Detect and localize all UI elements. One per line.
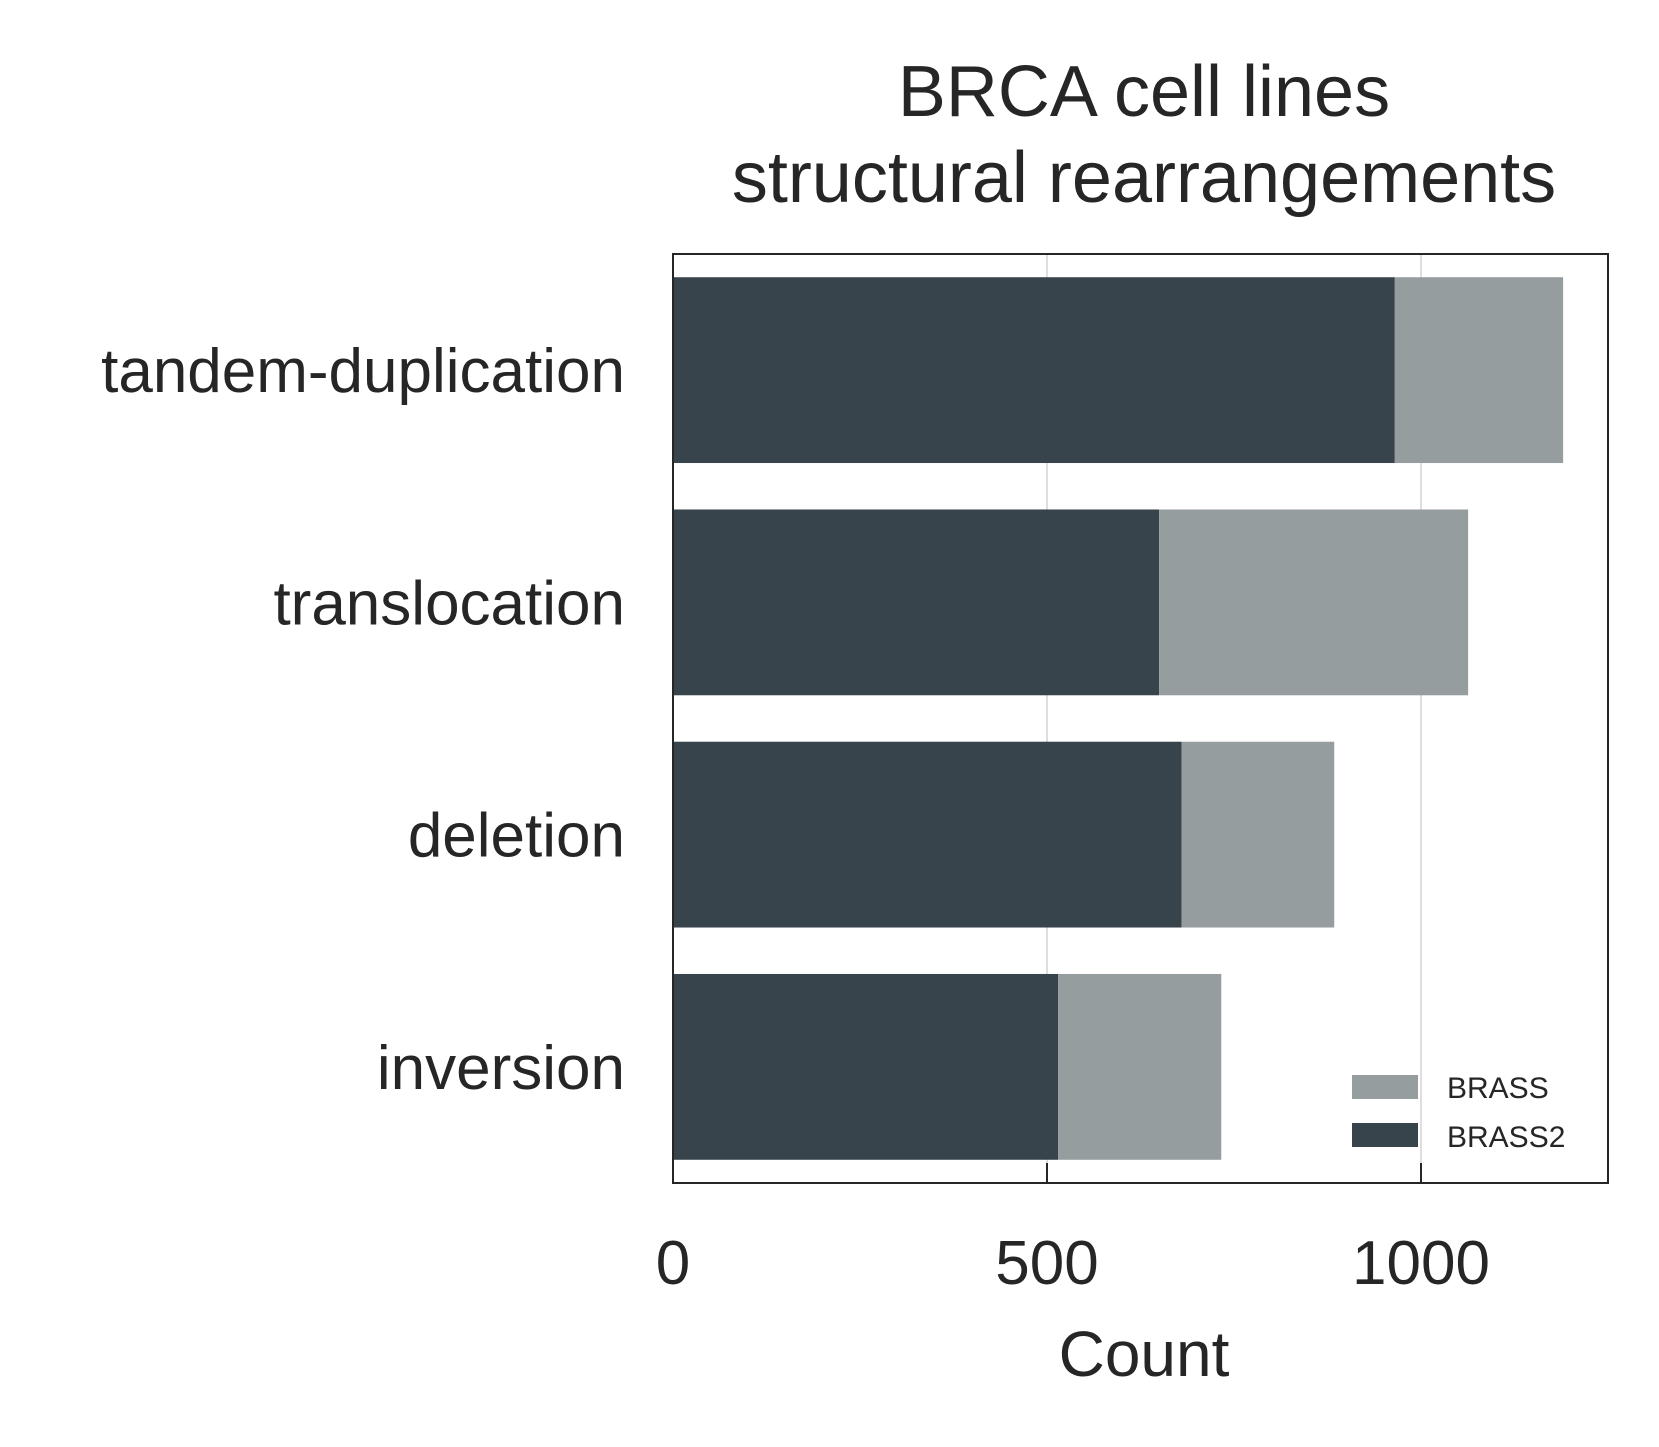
category-label-deletion: deletion — [408, 802, 625, 871]
legend: BRASS BRASS2 — [1352, 1072, 1565, 1154]
bars-group — [673, 277, 1564, 1160]
chart-title-line-2: structural rearrangements — [732, 138, 1556, 218]
y-axis-category-labels: tandem-duplication translocation deletion i… — [101, 337, 625, 1103]
bar-deletion-brass2 — [673, 741, 1182, 928]
chart-title-line-1: BRCA cell lines — [898, 52, 1390, 132]
bar-translocation-brass — [1159, 509, 1469, 696]
bar-inversion-brass — [1058, 973, 1222, 1160]
bar-inversion-brass2 — [673, 973, 1059, 1160]
x-axis-label: Count — [1059, 1318, 1230, 1390]
x-tick-label-0: 0 — [656, 1229, 690, 1298]
category-label-inversion: inversion — [377, 1034, 625, 1103]
x-axis-ticks: 0 500 1000 — [656, 1163, 1490, 1298]
legend-swatch-brass — [1352, 1075, 1418, 1099]
legend-label-brass2: BRASS2 — [1447, 1121, 1565, 1154]
bar-tandem-duplication-brass2 — [673, 277, 1395, 464]
x-tick-label-500: 500 — [995, 1229, 1098, 1298]
bar-tandem-duplication-brass — [1394, 277, 1564, 464]
legend-swatch-brass2 — [1352, 1123, 1418, 1147]
bar-deletion-brass — [1181, 741, 1335, 928]
plot-frame — [672, 253, 1609, 1184]
x-tick-label-1000: 1000 — [1352, 1229, 1490, 1298]
legend-label-brass: BRASS — [1447, 1072, 1549, 1105]
bar-translocation-brass2 — [673, 509, 1160, 696]
category-label-tandem-duplication: tandem-duplication — [101, 337, 625, 406]
category-label-translocation: translocation — [273, 569, 625, 638]
